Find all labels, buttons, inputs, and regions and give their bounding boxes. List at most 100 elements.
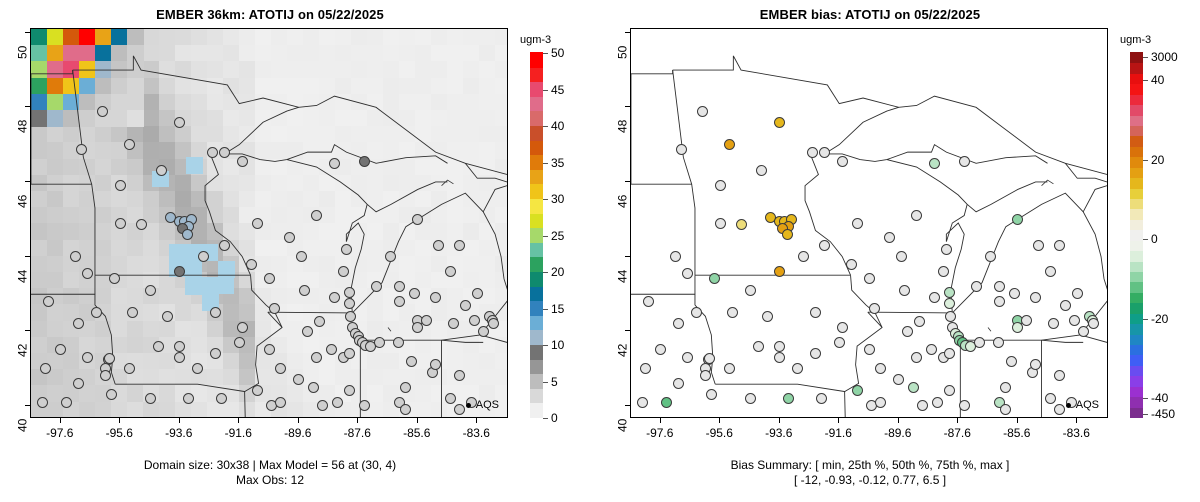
station-marker: [943, 385, 955, 397]
station-marker: [468, 314, 480, 326]
x-tick: [59, 418, 61, 423]
station-marker: [973, 336, 985, 348]
raster-cell: [383, 369, 400, 386]
station-marker: [192, 363, 204, 374]
raster-cell: [367, 191, 384, 208]
raster-cell: [383, 93, 400, 111]
station-marker: [899, 284, 911, 296]
raster-cell: [463, 158, 480, 176]
raster-cell: [399, 142, 416, 160]
station-marker: [343, 348, 355, 360]
raster-cell: [79, 239, 96, 257]
raster-cell: [79, 288, 96, 305]
station-marker: [1059, 299, 1071, 311]
station-marker: [198, 251, 210, 263]
raster-cell: [63, 304, 80, 322]
raster-cell: [495, 288, 507, 305]
raster-cell: [31, 191, 48, 208]
raster-cell: [303, 110, 320, 127]
raster-cell: [111, 255, 128, 273]
raster-cell: [351, 45, 368, 62]
raster-cell: [47, 110, 64, 127]
raster-cell: [223, 223, 240, 241]
x-tick-label: -89.6: [884, 426, 912, 440]
raster-cell: [431, 255, 448, 273]
raster-cell: [335, 93, 352, 111]
colorbar-swatch: [1130, 156, 1143, 168]
raster-cell: [223, 191, 240, 208]
station-marker: [263, 273, 275, 285]
raster-cell: [495, 353, 507, 370]
raster-cell: [463, 45, 480, 62]
border-path: [1041, 339, 1084, 343]
raster-cell: [319, 174, 336, 192]
raster-cell: [271, 288, 288, 305]
station-marker: [943, 297, 955, 309]
raster-cell: [287, 174, 304, 192]
raster-cell: [143, 272, 160, 289]
station-marker: [1030, 359, 1042, 371]
colorbar-swatch: [1130, 62, 1143, 74]
station-marker: [637, 396, 649, 408]
y-tick: [625, 330, 630, 332]
raster-cell: [399, 223, 416, 241]
station-marker: [945, 310, 957, 322]
raster-cell: [159, 353, 176, 370]
raster-cell: [287, 272, 304, 289]
station-marker: [114, 217, 126, 229]
station-marker: [263, 344, 275, 356]
border-path: [1041, 179, 1054, 186]
raster-cell: [415, 336, 432, 354]
station-marker: [488, 318, 500, 330]
raster-cell: [383, 223, 400, 241]
raster-cell: [463, 61, 480, 79]
raster-cell: [351, 77, 368, 95]
raster-cell: [367, 174, 384, 192]
colorbar-bias: ugm-3 -450 -40 -20 0 20 40 3000: [1116, 28, 1200, 421]
colorbar-tick: [1143, 397, 1148, 399]
raster-cell: [143, 93, 160, 111]
raster-cell: [223, 126, 240, 143]
colorbar-tick: [543, 272, 548, 273]
raster-cell: [159, 401, 176, 417]
y-tick-label: 42: [15, 343, 29, 358]
raster-cell: [143, 223, 160, 241]
raster-cell: [95, 223, 112, 241]
station-marker: [896, 251, 908, 263]
raster-cell: [479, 369, 496, 386]
raster-cell: [303, 77, 320, 95]
raster-cell: [415, 61, 432, 79]
raster-cell: [447, 142, 464, 160]
raster-cell: [335, 191, 352, 208]
raster-cell: [319, 385, 336, 403]
station-marker: [453, 404, 465, 416]
raster-cell: [399, 207, 416, 224]
raster-cell: [495, 45, 507, 62]
raster-cell: [31, 207, 48, 224]
raster-cell: [335, 29, 352, 46]
station-marker: [394, 396, 406, 408]
station-marker: [818, 147, 830, 159]
raster-cell: [415, 126, 432, 143]
raster-cell: [186, 157, 203, 174]
raster-cell: [223, 61, 240, 79]
raster-cell: [431, 61, 448, 79]
raster-cell: [351, 61, 368, 79]
raster-cell: [303, 191, 320, 208]
raster-cell: [31, 77, 48, 95]
station-marker: [82, 267, 94, 279]
raster-cell: [47, 142, 64, 160]
station-marker: [394, 280, 406, 292]
raster-cell: [31, 142, 48, 160]
raster-cell: [415, 158, 432, 176]
station-marker: [218, 147, 230, 159]
colorbar-swatch: [530, 213, 543, 229]
raster-cell: [399, 304, 416, 322]
raster-cell: [367, 77, 384, 95]
colorbar-swatch: [1130, 313, 1143, 325]
station-marker: [328, 157, 340, 169]
station-marker: [421, 314, 433, 326]
colorbar-swatch: [530, 169, 543, 185]
raster-cell: [175, 191, 192, 208]
raster-cell: [383, 320, 400, 338]
